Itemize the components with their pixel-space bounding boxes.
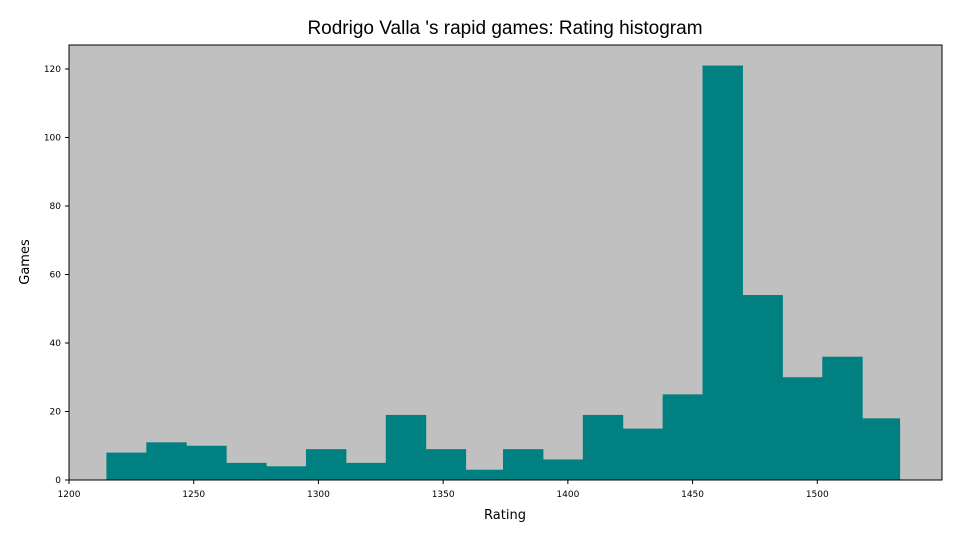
y-tick-label: 20 [50, 407, 62, 417]
x-tick-label: 1250 [182, 490, 205, 500]
histogram-bar [345, 462, 387, 480]
histogram-bar [822, 356, 863, 480]
histogram-bar [425, 449, 467, 480]
histogram-bar [186, 445, 227, 480]
histogram-bar [266, 466, 307, 480]
histogram-bar [385, 414, 427, 480]
bars-group [106, 65, 901, 480]
y-tick-label: 0 [55, 476, 61, 486]
x-tick-label: 1450 [681, 490, 704, 500]
x-axis: 1200 1250 1300 1350 1400 1450 1500 [58, 480, 829, 500]
histogram-bar [622, 428, 664, 480]
histogram-bar [582, 414, 624, 480]
histogram-bar [742, 295, 783, 480]
histogram-bar [465, 469, 504, 480]
histogram-bar [503, 449, 544, 480]
x-tick-label: 1500 [806, 490, 829, 500]
histogram-bar [542, 459, 584, 480]
histogram-bar [862, 418, 901, 480]
y-tick-label: 100 [44, 133, 61, 143]
histogram-bar [226, 462, 267, 480]
y-axis: 0 20 40 60 80 100 120 [44, 65, 69, 486]
y-tick-label: 40 [50, 339, 62, 349]
histogram-bar [662, 394, 704, 480]
histogram-bar [305, 449, 347, 480]
plot-frame [68, 44, 943, 481]
x-tick-label: 1400 [556, 490, 579, 500]
histogram-bar [146, 442, 187, 480]
y-tick-label: 60 [50, 270, 62, 280]
histogram-bar [702, 65, 743, 480]
x-axis-label: Rating [484, 508, 526, 523]
y-tick-label: 120 [44, 65, 61, 75]
x-tick-label: 1350 [432, 490, 455, 500]
chart-title: Rodrigo Valla 's rapid games: Rating his… [307, 18, 702, 39]
x-tick-label: 1200 [58, 490, 81, 500]
histogram-bar [782, 377, 823, 480]
y-axis-label: Games [18, 239, 33, 285]
x-tick-label: 1300 [307, 490, 330, 500]
y-tick-label: 80 [50, 202, 62, 212]
histogram-bar [106, 452, 147, 480]
